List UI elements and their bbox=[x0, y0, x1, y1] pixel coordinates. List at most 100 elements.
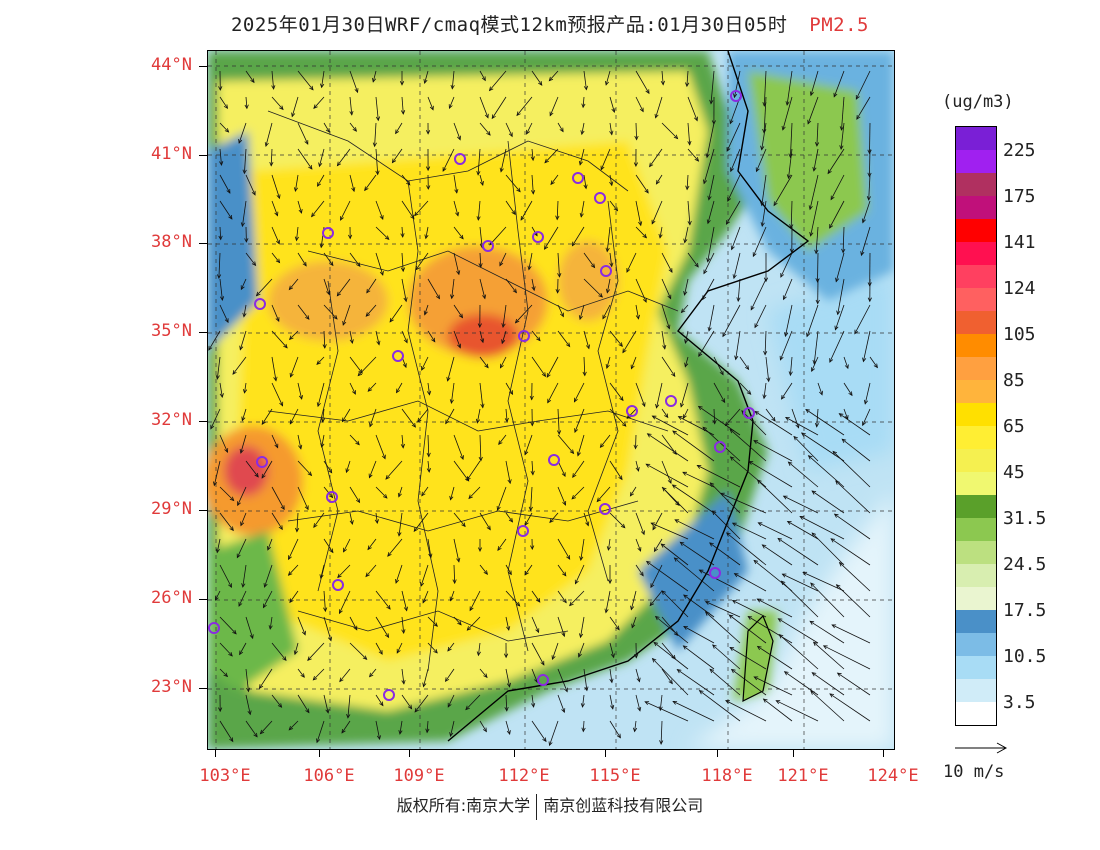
city-marker bbox=[599, 503, 611, 515]
map-canvas bbox=[208, 51, 894, 749]
lat-label: 26°N bbox=[151, 588, 192, 608]
city-marker bbox=[626, 405, 638, 417]
city-marker bbox=[482, 240, 494, 252]
legend-label: 105 bbox=[1003, 324, 1036, 345]
legend-label: 85 bbox=[1003, 370, 1025, 391]
pm25-map bbox=[207, 50, 895, 750]
lon-tick bbox=[883, 749, 884, 757]
city-marker bbox=[594, 192, 606, 204]
legend-swatch bbox=[956, 150, 996, 173]
lon-label: 106°E bbox=[303, 766, 355, 786]
legend-swatch bbox=[956, 242, 996, 265]
legend-swatch bbox=[956, 587, 996, 610]
legend-label: 17.5 bbox=[1003, 600, 1047, 621]
lon-tick bbox=[319, 749, 320, 757]
legend-swatch bbox=[956, 127, 996, 150]
footer-separator bbox=[536, 793, 538, 820]
legend-swatch bbox=[956, 403, 996, 426]
map-title: 2025年01月30日WRF/cmaq模式12km预报产品:01月30日05时 … bbox=[0, 10, 1100, 37]
legend-swatch bbox=[956, 380, 996, 403]
city-marker bbox=[665, 395, 677, 407]
lat-tick bbox=[199, 66, 207, 67]
lon-tick bbox=[514, 749, 515, 757]
lon-tick bbox=[409, 749, 410, 757]
color-legend bbox=[955, 126, 997, 726]
lon-label: 115°E bbox=[589, 766, 641, 786]
legend-label: 175 bbox=[1003, 186, 1036, 207]
legend-swatch bbox=[956, 472, 996, 495]
lon-label: 118°E bbox=[701, 766, 753, 786]
city-marker bbox=[600, 265, 612, 277]
city-marker bbox=[572, 172, 584, 184]
lon-tick bbox=[605, 749, 606, 757]
legend-swatch bbox=[956, 265, 996, 288]
legend-swatch bbox=[956, 449, 996, 472]
legend-swatch bbox=[956, 541, 996, 564]
lon-label: 124°E bbox=[867, 766, 919, 786]
legend-swatch bbox=[956, 288, 996, 311]
lat-label: 32°N bbox=[151, 410, 192, 430]
lat-label: 35°N bbox=[151, 321, 192, 341]
city-marker bbox=[383, 689, 395, 701]
lat-label: 29°N bbox=[151, 499, 192, 519]
lat-tick bbox=[199, 243, 207, 244]
legend-swatch bbox=[956, 219, 996, 242]
city-marker bbox=[208, 622, 220, 634]
legend-swatch bbox=[956, 702, 996, 725]
legend-swatch bbox=[956, 426, 996, 449]
city-marker bbox=[714, 441, 726, 453]
legend-label: 10.5 bbox=[1003, 646, 1047, 667]
legend-label: 31.5 bbox=[1003, 508, 1047, 529]
legend-swatch bbox=[956, 196, 996, 219]
city-marker bbox=[532, 231, 544, 243]
legend-swatch bbox=[956, 173, 996, 196]
lon-tick bbox=[717, 749, 718, 757]
lon-tick bbox=[793, 749, 794, 757]
lat-tick bbox=[199, 155, 207, 156]
lat-label: 44°N bbox=[151, 55, 192, 75]
lat-tick bbox=[199, 332, 207, 333]
legend-swatch bbox=[956, 495, 996, 518]
lat-tick bbox=[199, 421, 207, 422]
city-marker bbox=[518, 330, 530, 342]
footer-right: 南京创蓝科技有限公司 bbox=[543, 796, 704, 815]
vector-reference-arrow bbox=[955, 742, 1008, 754]
legend-label: 65 bbox=[1003, 416, 1025, 437]
legend-swatch bbox=[956, 610, 996, 633]
legend-swatch bbox=[956, 518, 996, 541]
legend-swatch bbox=[956, 679, 996, 702]
legend-swatch bbox=[956, 334, 996, 357]
city-markers bbox=[208, 90, 755, 701]
lat-label: 41°N bbox=[151, 144, 192, 164]
city-marker bbox=[548, 454, 560, 466]
city-marker bbox=[709, 567, 721, 579]
legend-label: 45 bbox=[1003, 462, 1025, 483]
copyright-footer: 版权所有:南京大学 南京创蓝科技有限公司 bbox=[0, 792, 1100, 820]
city-marker bbox=[730, 90, 742, 102]
lat-label: 38°N bbox=[151, 232, 192, 252]
legend-unit: (ug/m3) bbox=[942, 92, 1014, 112]
land-shading bbox=[208, 51, 894, 749]
footer-left: 版权所有:南京大学 bbox=[396, 796, 531, 815]
legend-label: 141 bbox=[1003, 232, 1036, 253]
lon-label: 109°E bbox=[393, 766, 445, 786]
lat-tick bbox=[199, 510, 207, 511]
graticule bbox=[208, 51, 894, 749]
lon-label: 121°E bbox=[777, 766, 829, 786]
lat-tick bbox=[199, 688, 207, 689]
lat-label: 23°N bbox=[151, 677, 192, 697]
legend-swatch bbox=[956, 357, 996, 380]
city-marker bbox=[254, 298, 266, 310]
city-marker bbox=[743, 407, 755, 419]
wind-vectors bbox=[208, 70, 878, 747]
city-marker bbox=[256, 456, 268, 468]
city-marker bbox=[322, 227, 334, 239]
city-marker bbox=[537, 674, 549, 686]
legend-swatch bbox=[956, 633, 996, 656]
lon-label: 112°E bbox=[498, 766, 550, 786]
legend-swatch bbox=[956, 564, 996, 587]
city-marker bbox=[392, 350, 404, 362]
city-marker bbox=[326, 491, 338, 503]
vector-reference-label: 10 m/s bbox=[943, 762, 1005, 782]
city-marker bbox=[454, 153, 466, 165]
